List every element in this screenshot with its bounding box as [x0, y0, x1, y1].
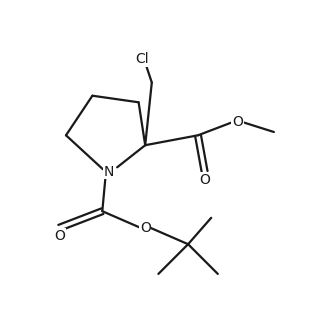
Text: O: O [140, 221, 150, 235]
Text: O: O [54, 229, 65, 243]
Text: N: N [104, 165, 114, 179]
Text: O: O [232, 115, 243, 129]
Text: Cl: Cl [135, 52, 149, 66]
Text: O: O [199, 173, 210, 187]
